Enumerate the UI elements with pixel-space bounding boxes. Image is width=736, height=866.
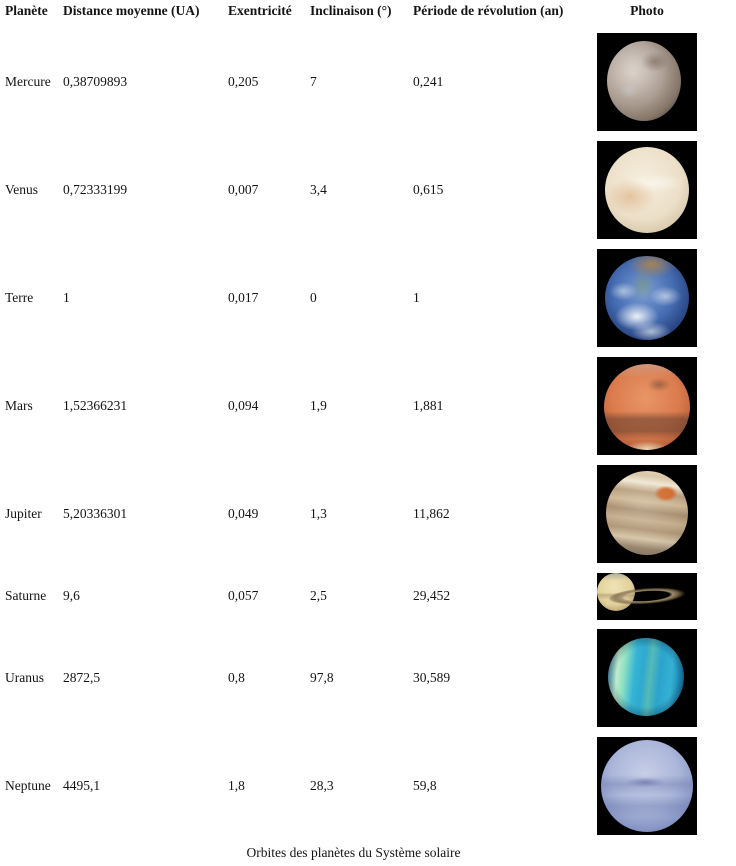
table-row-saturne: Saturne 9,6 0,057 2,5 29,452 (5, 568, 697, 624)
cell-inclination: 1,9 (310, 398, 327, 413)
photo-mercure (597, 33, 697, 131)
planet-name: Mercure (5, 74, 51, 89)
cell-eccentricity: 0,094 (228, 398, 259, 413)
planet-name: Neptune (5, 777, 51, 793)
photo-saturne (597, 572, 697, 620)
planet-name: Saturne (5, 588, 47, 603)
cell-period: 0,241 (413, 74, 444, 89)
cell-period: 11,862 (413, 506, 450, 521)
planet-name: Venus (5, 182, 38, 197)
cell-period: 30,589 (413, 670, 451, 685)
table-row-venus: Venus 0,72333199 0,007 3,4 0,615 (5, 136, 697, 244)
table-row-jupiter: Jupiter 5,20336301 0,049 1,3 11,862 (5, 460, 697, 568)
neptune-planet-image (601, 739, 693, 832)
photo-mars (597, 357, 697, 455)
cell-distance: 5,20336301 (63, 506, 128, 521)
cell-inclination: 28,3 (310, 777, 334, 793)
cell-eccentricity: 0,007 (228, 182, 259, 197)
table-row-mercure: Mercure 0,38709893 0,205 7 0,241 (5, 28, 697, 136)
table-row-uranus: Uranus 2872,5 0,8 97,8 30,589 (5, 624, 697, 732)
planet-name: Terre (5, 290, 34, 305)
photo-neptune (597, 736, 697, 835)
photo-venus (597, 141, 697, 239)
cell-inclination: 0 (310, 290, 317, 305)
header-distance: Distance moyenne (UA) (63, 3, 200, 18)
table-row-terre: Terre 1 0,017 0 1 (5, 244, 697, 352)
photo-terre (597, 249, 697, 347)
cell-period: 59,8 (413, 777, 437, 793)
venus-planet-image (605, 147, 689, 233)
cell-inclination: 2,5 (310, 588, 327, 603)
planet-name: Mars (5, 398, 33, 413)
table-row-neptune: Neptune 4495,1 1,8 28,3 59,8 (5, 732, 697, 839)
table-row-mars: Mars 1,52366231 0,094 1,9 1,881 (5, 352, 697, 460)
cell-period: 1 (413, 290, 420, 305)
photo-jupiter (597, 465, 697, 563)
cell-eccentricity: 1,8 (228, 777, 245, 793)
cell-eccentricity: 0,017 (228, 290, 259, 305)
mercury-planet-image (607, 41, 681, 121)
cell-distance: 0,38709893 (63, 74, 128, 89)
cell-distance: 9,6 (63, 588, 80, 603)
cell-inclination: 97,8 (310, 670, 334, 685)
planet-name: Jupiter (5, 506, 42, 521)
planet-name: Uranus (5, 670, 44, 685)
cell-eccentricity: 0,057 (228, 588, 259, 603)
cell-period: 1,881 (413, 398, 444, 413)
photo-uranus (597, 629, 697, 727)
header-photo: Photo (630, 3, 664, 18)
cell-distance: 2872,5 (63, 670, 101, 685)
header-inclination: Inclinaison (°) (310, 3, 392, 18)
mars-planet-image (604, 364, 690, 450)
cell-eccentricity: 0,8 (228, 670, 245, 685)
cell-inclination: 3,4 (310, 182, 327, 197)
cell-distance: 1 (63, 290, 70, 305)
cell-period: 0,615 (413, 182, 444, 197)
cell-inclination: 1,3 (310, 506, 327, 521)
cell-eccentricity: 0,049 (228, 506, 259, 521)
cell-inclination: 7 (310, 74, 317, 89)
cell-distance: 1,52366231 (63, 398, 128, 413)
cell-eccentricity: 0,205 (228, 74, 259, 89)
header-planet: Planète (5, 3, 48, 18)
jupiter-planet-image (606, 471, 688, 555)
cell-distance: 4495,1 (63, 777, 101, 793)
table-header-row: Planète Distance moyenne (UA) Exentricit… (5, 0, 697, 28)
cell-period: 29,452 (413, 588, 451, 603)
header-eccentricity: Exentricité (228, 3, 292, 18)
planets-table: Planète Distance moyenne (UA) Exentricit… (5, 0, 697, 860)
earth-planet-image (605, 256, 689, 340)
table-caption: Orbites des planètes du Système solaire (246, 844, 461, 860)
uranus-planet-image (608, 638, 684, 716)
header-period: Période de révolution (an) (413, 3, 564, 18)
cell-distance: 0,72333199 (63, 182, 128, 197)
